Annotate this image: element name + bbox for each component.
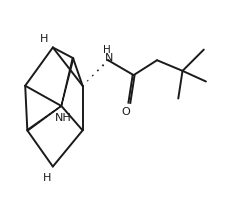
Text: N: N xyxy=(105,53,113,63)
Text: H: H xyxy=(43,172,51,183)
Polygon shape xyxy=(61,58,74,106)
Text: H: H xyxy=(40,34,48,44)
Text: H: H xyxy=(103,45,111,55)
Text: NH: NH xyxy=(55,113,71,123)
Text: O: O xyxy=(122,107,131,117)
Polygon shape xyxy=(27,106,62,131)
